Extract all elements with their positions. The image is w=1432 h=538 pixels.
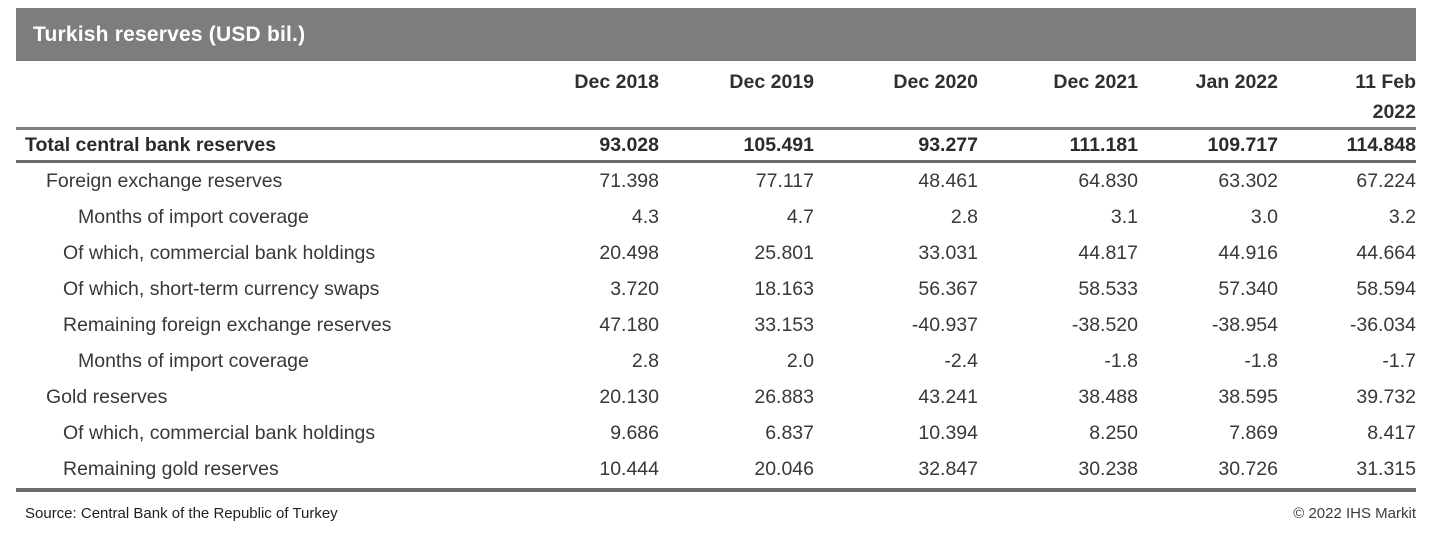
- cell-value: 93.277: [918, 133, 978, 156]
- title-bar: Turkish reserves (USD bil.): [16, 8, 1416, 61]
- cell-value: 26.883: [754, 385, 814, 408]
- table-row: Of which, commercial bank holdings 20.498…: [16, 235, 1416, 271]
- cell-value: 18.163: [754, 277, 814, 300]
- cell-value: -38.520: [1071, 313, 1138, 336]
- cell-value: 77.117: [755, 169, 814, 192]
- column-header: 11 Feb 2022: [1355, 71, 1416, 123]
- row-label: Remaining gold reserves: [63, 457, 279, 480]
- column-header: Dec 2020: [893, 71, 978, 93]
- table-row: Remaining foreign exchange reserves 47.18…: [16, 307, 1416, 343]
- column-header: Dec 2019: [729, 71, 814, 93]
- cell-value: 2.0: [786, 349, 814, 372]
- table-row: Total central bank reserves 93.028 105.491…: [16, 130, 1416, 163]
- cell-value: -40.937: [911, 313, 978, 336]
- cell-value: 30.726: [1218, 457, 1278, 480]
- cell-value: 33.031: [918, 241, 978, 264]
- cell-value: 43.241: [918, 385, 978, 408]
- cell-value: 64.830: [1078, 169, 1138, 192]
- table-row: Foreign exchange reserves 71.398 77.117 48.…: [16, 163, 1416, 199]
- cell-value: 8.417: [1367, 421, 1416, 444]
- cell-value: 38.488: [1078, 385, 1138, 408]
- reserves-table: Dec 2018 Dec 2019 Dec 2020 Dec 2021 Jan 2022…: [16, 61, 1416, 492]
- cell-value: 3.1: [1110, 205, 1138, 228]
- cell-value: 30.238: [1078, 457, 1138, 480]
- cell-value: 33.153: [754, 313, 814, 336]
- cell-value: -2.4: [944, 349, 978, 372]
- row-label: Of which, commercial bank holdings: [63, 241, 376, 264]
- cell-value: 3.0: [1250, 205, 1278, 228]
- cell-value: 44.664: [1356, 241, 1416, 264]
- copyright-text: © 2022 IHS Markit: [1293, 505, 1416, 522]
- cell-value: 20.498: [599, 241, 659, 264]
- table-row: Months of import coverage 4.3 4.7 2.8 3.1 3.0…: [16, 199, 1416, 235]
- cell-value: -1.7: [1382, 349, 1416, 372]
- column-header: Dec 2021: [1053, 71, 1138, 93]
- cell-value: 10.394: [918, 421, 978, 444]
- row-label: Remaining foreign exchange reserves: [63, 313, 392, 336]
- cell-value: 93.028: [599, 133, 659, 156]
- row-label: Months of import coverage: [78, 349, 309, 372]
- footer: Source: Central Bank of the Republic of …: [16, 505, 1416, 522]
- cell-value: 4.7: [786, 205, 814, 228]
- cell-value: 7.869: [1229, 421, 1278, 444]
- cell-value: 44.916: [1218, 241, 1278, 264]
- cell-value: 105.491: [743, 133, 815, 156]
- cell-value: 32.847: [918, 457, 978, 480]
- row-label: Gold reserves: [46, 385, 168, 408]
- cell-value: 44.817: [1078, 241, 1138, 264]
- cell-value: 57.340: [1218, 277, 1278, 300]
- page-title: Turkish reserves (USD bil.): [33, 22, 306, 46]
- cell-value: 63.302: [1218, 169, 1278, 192]
- cell-value: -36.034: [1349, 313, 1416, 336]
- table-row: Gold reserves 20.130 26.883 43.241 38.488 38.…: [16, 379, 1416, 415]
- row-label: Of which, commercial bank holdings: [63, 421, 376, 444]
- table-row: Of which, commercial bank holdings 9.686 6…: [16, 415, 1416, 451]
- cell-value: 58.594: [1356, 277, 1416, 300]
- cell-value: 20.046: [754, 457, 814, 480]
- cell-value: 8.250: [1089, 421, 1138, 444]
- cell-value: -1.8: [1104, 349, 1138, 372]
- cell-value: 39.732: [1356, 385, 1416, 408]
- cell-value: 71.398: [599, 169, 659, 192]
- row-label: Foreign exchange reserves: [46, 169, 283, 192]
- table-row: Remaining gold reserves 10.444 20.046 32.84…: [16, 451, 1416, 487]
- table-bottom-rule: [16, 488, 1416, 492]
- cell-value: 3.720: [610, 277, 659, 300]
- cell-value: 25.801: [754, 241, 814, 264]
- cell-value: 56.367: [918, 277, 978, 300]
- cell-value: 9.686: [610, 421, 659, 444]
- cell-value: 48.461: [918, 169, 978, 192]
- cell-value: 67.224: [1356, 169, 1416, 192]
- cell-value: 47.180: [599, 313, 659, 336]
- cell-value: 58.533: [1078, 277, 1138, 300]
- cell-value: 2.8: [950, 205, 978, 228]
- cell-value: 4.3: [631, 205, 659, 228]
- cell-value: 31.315: [1356, 457, 1416, 480]
- column-header: Dec 2018: [574, 71, 659, 93]
- row-label: Of which, short-term currency swaps: [63, 277, 380, 300]
- table-row: Months of import coverage 2.8 2.0 -2.4 -1.8 -…: [16, 343, 1416, 379]
- row-label: Months of import coverage: [78, 205, 309, 228]
- column-header: Jan 2022: [1195, 71, 1278, 93]
- table-body: Total central bank reserves 93.028 105.491…: [16, 130, 1416, 487]
- cell-value: -1.8: [1244, 349, 1278, 372]
- cell-value: 6.837: [765, 421, 814, 444]
- row-label: Total central bank reserves: [25, 133, 277, 156]
- cell-value: 38.595: [1218, 385, 1278, 408]
- table-row: Of which, short-term currency swaps 3.720…: [16, 271, 1416, 307]
- cell-value: 10.444: [599, 457, 659, 480]
- cell-value: 3.2: [1388, 205, 1416, 228]
- cell-value: 20.130: [599, 385, 659, 408]
- cell-value: 2.8: [631, 349, 659, 372]
- cell-value: 111.181: [1069, 133, 1138, 156]
- source-text: Source: Central Bank of the Republic of …: [25, 505, 338, 522]
- cell-value: 114.848: [1346, 133, 1416, 156]
- column-header-row: Dec 2018 Dec 2019 Dec 2020 Dec 2021 Jan 2022…: [16, 61, 1416, 130]
- cell-value: -38.954: [1211, 313, 1278, 336]
- cell-value: 109.717: [1207, 133, 1279, 156]
